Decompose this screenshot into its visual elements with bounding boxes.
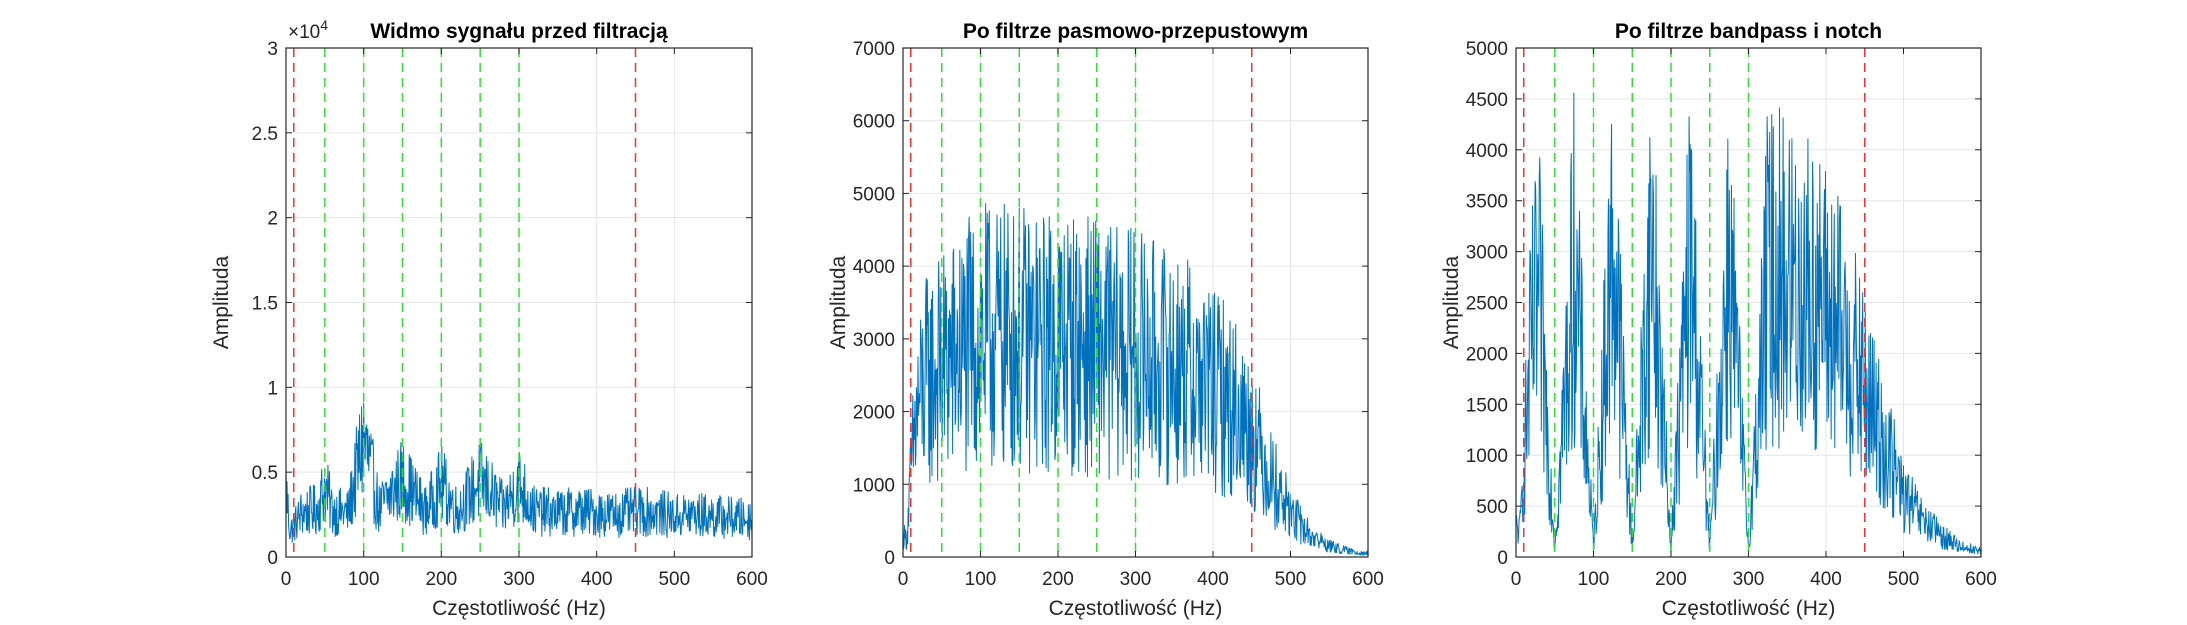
x-tick-label: 600 — [1965, 569, 1997, 590]
x-tick-label: 300 — [1733, 569, 1765, 590]
y-tick-label: 6000 — [853, 112, 895, 133]
x-tick-label: 600 — [1352, 569, 1384, 590]
y-tick-label: 2000 — [853, 403, 895, 424]
x-tick-label: 200 — [1655, 569, 1687, 590]
x-tick-label: 300 — [1120, 569, 1152, 590]
y-tick-label: 1.5 — [252, 294, 278, 315]
y-tick-label: 2 — [267, 209, 278, 230]
x-tick-label: 400 — [581, 569, 613, 590]
y-tick-label: 3 — [267, 39, 278, 60]
x-tick-label: 500 — [658, 569, 690, 590]
x-tick-label: 100 — [965, 569, 997, 590]
y-tick-label: 1500 — [1466, 395, 1508, 416]
chart-1: 0 100 200 300 400 500 600 0 0.5 1 1.5 2 2.5 3 ×104 Widm… — [210, 17, 768, 620]
y-axis-label: Amplituda — [827, 255, 850, 349]
y-tick-label: 0 — [267, 548, 278, 569]
x-tick-label: 200 — [425, 569, 457, 590]
x-tick-label: 400 — [1197, 569, 1229, 590]
spectrum-series-line — [285, 402, 753, 543]
y-tick-label: 3000 — [853, 330, 895, 351]
y-axis-label: Amplituda — [210, 255, 233, 349]
y-tick-label: 0.5 — [252, 463, 278, 484]
x-tick-label: 0 — [898, 569, 909, 590]
chart-3: 0 100 200 300 400 500 600 0 500 1000 1500 2000 2500 3… — [1440, 20, 1997, 620]
x-tick-label: 100 — [1578, 569, 1610, 590]
x-tick-label: 500 — [1275, 569, 1307, 590]
y-tick-label: 1000 — [853, 475, 895, 496]
y-tick-label: 4500 — [1466, 90, 1508, 111]
y-tick-label: 2500 — [1466, 294, 1508, 315]
y-tick-label: 1000 — [1466, 446, 1508, 467]
y-tick-label: 3000 — [1466, 243, 1508, 264]
x-tick-label: 200 — [1042, 569, 1074, 590]
y-exponent-label: ×104 — [288, 17, 328, 43]
y-tick-label: 5000 — [1466, 39, 1508, 60]
y-tick-label: 2000 — [1466, 344, 1508, 365]
x-tick-label: 300 — [503, 569, 535, 590]
x-tick-label: 0 — [281, 569, 292, 590]
y-tick-label: 2.5 — [252, 124, 278, 145]
x-tick-label: 100 — [348, 569, 380, 590]
x-tick-label: 600 — [736, 569, 768, 590]
y-tick-label: 7000 — [853, 39, 895, 60]
chart-title: Po filtrze pasmowo-przepustowym — [963, 20, 1308, 43]
chart-title: Po filtrze bandpass i notch — [1615, 20, 1882, 43]
y-tick-label: 0 — [884, 548, 895, 569]
x-tick-label: 0 — [1511, 569, 1522, 590]
chart-2: 0 100 200 300 400 500 600010002000300040005000… — [827, 20, 1384, 620]
y-axis-label: Amplituda — [1440, 255, 1463, 349]
y-tick-label: 3500 — [1466, 192, 1508, 213]
y-tick-label: 500 — [1476, 497, 1508, 518]
x-tick-label: 500 — [1888, 569, 1920, 590]
x-tick-label: 400 — [1810, 569, 1842, 590]
y-tick-label: 4000 — [1466, 141, 1508, 162]
y-tick-label: 5000 — [853, 184, 895, 205]
x-axis-label: Częstotliwość (Hz) — [432, 597, 606, 620]
x-axis-label: Częstotliwość (Hz) — [1049, 597, 1223, 620]
chart-title: Widmo sygnału przed filtracją — [370, 20, 668, 43]
y-tick-label: 1 — [267, 378, 278, 399]
y-tick-label: 0 — [1497, 548, 1508, 569]
y-tick-label: 4000 — [853, 257, 895, 278]
x-axis-label: Częstotliwość (Hz) — [1662, 597, 1836, 620]
